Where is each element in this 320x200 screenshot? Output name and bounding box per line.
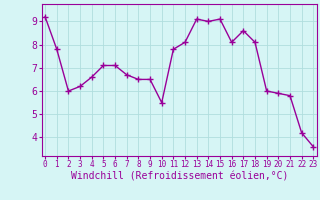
X-axis label: Windchill (Refroidissement éolien,°C): Windchill (Refroidissement éolien,°C) [70,172,288,182]
